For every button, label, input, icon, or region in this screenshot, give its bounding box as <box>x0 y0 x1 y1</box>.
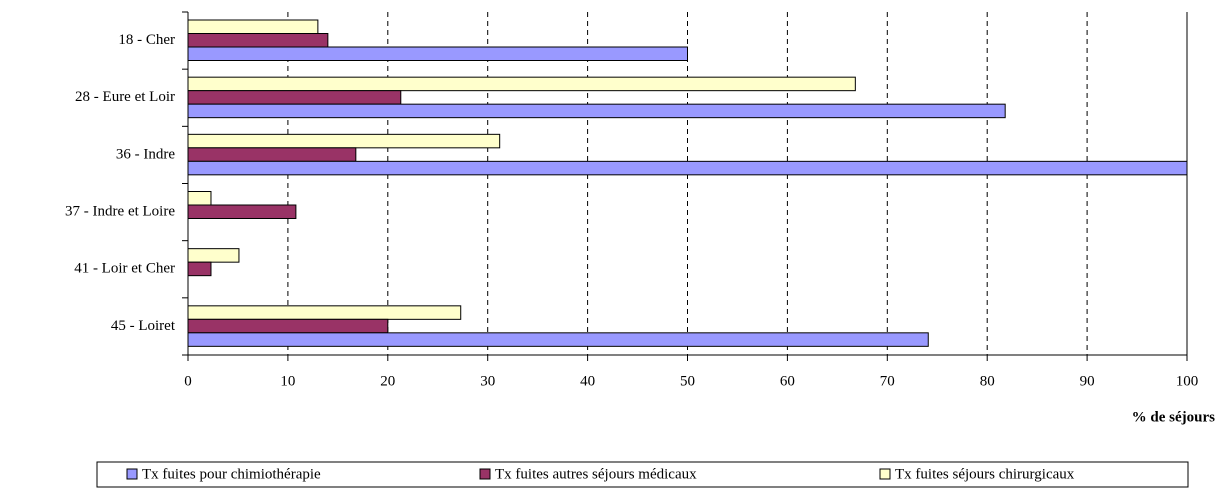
bar <box>187 261 212 277</box>
x-tick-label: 80 <box>980 373 995 389</box>
y-tick-label: 37 - Indre et Loire <box>65 204 175 220</box>
bar <box>187 191 212 206</box>
bar <box>187 204 297 219</box>
bar <box>187 305 462 320</box>
x-tick-label: 100 <box>1176 373 1199 389</box>
x-tick-label: 70 <box>880 373 895 389</box>
y-tick-label: 28 - Eure et Loir <box>75 89 175 105</box>
legend-box <box>96 461 1189 488</box>
bar <box>187 318 389 334</box>
x-tick-label: 20 <box>380 373 395 389</box>
legend-swatch <box>126 468 138 480</box>
bar <box>187 147 357 162</box>
bar <box>187 19 319 34</box>
bar <box>187 248 240 263</box>
bar <box>187 133 501 149</box>
x-tick-label: 40 <box>580 373 595 389</box>
y-tick-label: 36 - Indre <box>116 146 175 162</box>
x-axis-label: % de séjours <box>1132 409 1215 425</box>
x-tick-label: 90 <box>1080 373 1095 389</box>
x-tick-label: 0 <box>184 373 192 389</box>
y-tick-label: 45 - Loiret <box>111 318 176 334</box>
bar <box>187 332 929 347</box>
legend-label: Tx fuites pour chimiothérapie <box>142 466 321 482</box>
x-tick-label: 60 <box>780 373 795 389</box>
bar <box>187 160 1188 176</box>
legend-label: Tx fuites autres séjours médicaux <box>495 466 697 482</box>
bar <box>187 76 856 92</box>
bar <box>187 103 1006 119</box>
bar <box>187 90 402 105</box>
legend-swatch <box>879 468 891 480</box>
legend-label: Tx fuites séjours chirurgicaux <box>895 466 1075 482</box>
bar <box>187 33 329 48</box>
y-tick-label: 41 - Loir et Cher <box>74 261 175 277</box>
bar <box>187 46 688 61</box>
x-tick-label: 10 <box>280 373 295 389</box>
legend-swatch <box>479 468 491 480</box>
x-tick-label: 30 <box>480 373 495 389</box>
y-tick-label: 18 - Cher <box>118 32 175 48</box>
x-tick-label: 50 <box>680 373 695 389</box>
